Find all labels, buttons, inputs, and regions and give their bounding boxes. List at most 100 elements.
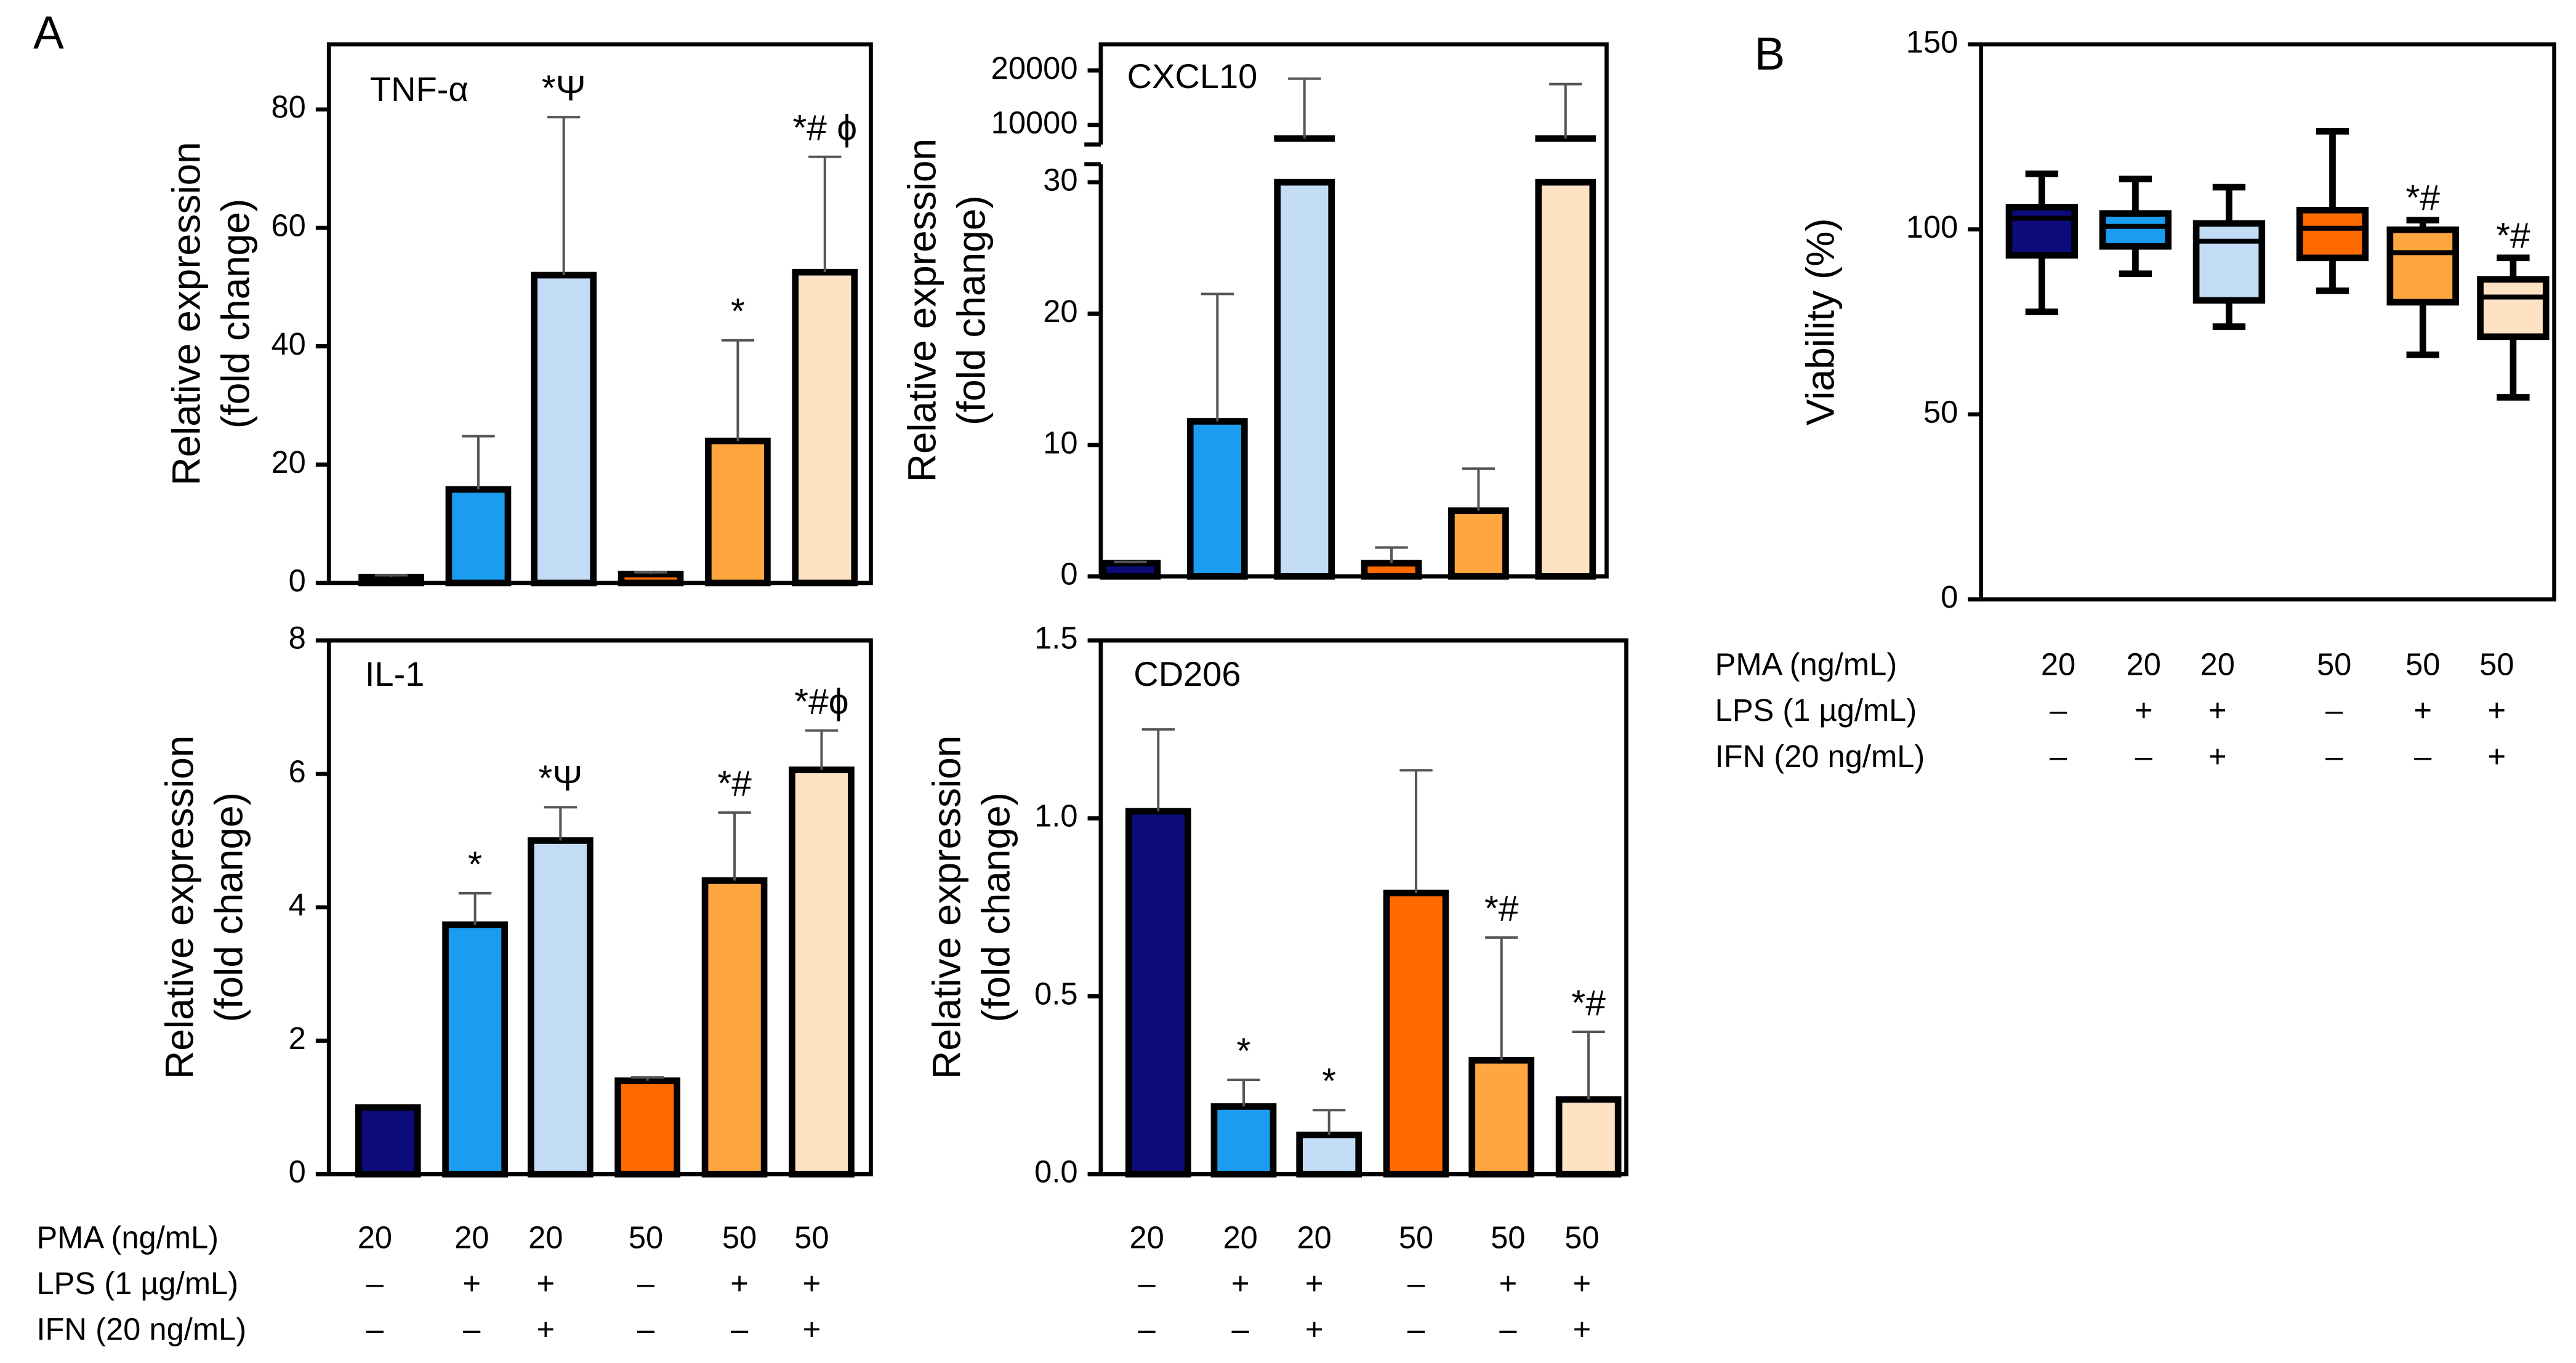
condition-value: 50 — [629, 1220, 663, 1255]
axis-break — [1081, 144, 1105, 164]
annotation: *Ψ — [538, 758, 582, 798]
bar — [1186, 418, 1248, 580]
plot-frame — [1098, 42, 1609, 579]
y-tick-label: 30 — [1043, 162, 1077, 197]
y-tick-label: 10000 — [991, 105, 1078, 140]
condition-value: – — [1499, 1312, 1517, 1347]
box — [2099, 210, 2172, 250]
annotation: * — [1322, 1061, 1336, 1101]
annotation: *# — [1571, 983, 1606, 1023]
y-tick-label: 0.0 — [1034, 1154, 1077, 1189]
condition-value: 50 — [722, 1220, 757, 1255]
bar — [1535, 179, 1596, 580]
annotation: * — [731, 292, 745, 332]
y-axis-label: Relative expression — [164, 142, 208, 486]
condition-value: + — [1305, 1266, 1324, 1301]
box — [2477, 276, 2550, 340]
bar — [1383, 890, 1449, 1178]
condition-value: – — [2050, 693, 2067, 728]
condition-value: 20 — [1223, 1220, 1257, 1255]
condition-value: 20 — [2127, 646, 2161, 682]
y-tick-label: 20 — [1043, 294, 1077, 329]
annotation: *#ϕ — [794, 682, 848, 722]
condition-value: + — [1573, 1312, 1592, 1347]
y-tick-label: 0 — [289, 563, 306, 598]
condition-value: 20 — [1297, 1220, 1331, 1255]
bar — [1448, 507, 1509, 580]
bar — [1468, 1056, 1535, 1178]
y-axis-label: Relative expression — [900, 139, 944, 483]
condition-value: – — [1138, 1266, 1156, 1301]
condition-label: IFN (20 ng/mL) — [36, 1312, 246, 1347]
annotation: *# — [1484, 889, 1519, 929]
condition-value: + — [462, 1266, 481, 1301]
y-tick-label: 8 — [289, 621, 306, 656]
y-tick-label: 0 — [1941, 579, 1958, 614]
condition-value: 20 — [1129, 1220, 1164, 1255]
bar — [1361, 560, 1422, 580]
y-tick-label: 50 — [1923, 394, 1958, 429]
y-tick-label: 0.5 — [1034, 976, 1077, 1011]
plot-frame — [1098, 638, 1628, 1176]
condition-value: 50 — [1491, 1220, 1525, 1255]
y-tick-label: 1.0 — [1034, 798, 1077, 834]
y-tick-label: 40 — [271, 326, 305, 361]
y-tick-label: 80 — [271, 89, 305, 124]
y-tick-label: 150 — [1906, 24, 1958, 59]
bar — [527, 837, 594, 1178]
condition-value: + — [803, 1312, 821, 1347]
y-tick-label: 10 — [1043, 425, 1077, 460]
condition-value: – — [637, 1266, 655, 1301]
y-axis-label: Relative expression — [158, 736, 202, 1080]
y-tick-label: 2 — [289, 1021, 306, 1056]
condition-value: – — [366, 1312, 384, 1347]
panel-label: A — [33, 6, 64, 58]
annotation: *# ϕ — [792, 108, 857, 148]
y-tick-label: 0 — [1060, 557, 1077, 592]
panel-label: B — [1755, 28, 1785, 79]
chart-title: TNF-α — [370, 70, 469, 108]
condition-value: – — [2135, 739, 2153, 774]
bar — [358, 574, 424, 587]
bar — [1210, 1103, 1277, 1178]
condition-value: – — [1407, 1266, 1425, 1301]
condition-value: + — [537, 1312, 555, 1347]
y-tick-label: 100 — [1906, 209, 1958, 244]
annotation: * — [468, 845, 482, 885]
annotation: *Ψ — [542, 68, 586, 108]
condition-value: 50 — [794, 1220, 829, 1255]
condition-value: + — [1499, 1266, 1518, 1301]
condition-value: + — [1573, 1266, 1592, 1301]
condition-value: 50 — [1564, 1220, 1599, 1255]
condition-value: + — [730, 1266, 749, 1301]
bar — [355, 1104, 421, 1178]
condition-value: + — [2208, 693, 2227, 728]
condition-value: 50 — [2317, 646, 2351, 682]
bar — [789, 766, 855, 1178]
bar — [701, 877, 768, 1178]
condition-label: PMA (ng/mL) — [1715, 646, 1898, 682]
y-tick-label: 1.5 — [1034, 621, 1077, 656]
condition-value: – — [2414, 739, 2432, 774]
bar — [1100, 560, 1161, 580]
condition-value: 20 — [358, 1220, 392, 1255]
bar — [792, 268, 858, 587]
y-tick-label: 6 — [289, 754, 306, 789]
condition-value: – — [1232, 1312, 1250, 1347]
condition-value: 50 — [2479, 646, 2514, 682]
bar — [1274, 179, 1335, 580]
y-axis-label: (fold change) — [207, 792, 251, 1023]
condition-value: 50 — [2405, 646, 2440, 682]
chart-title: CXCL10 — [1127, 57, 1258, 95]
bar — [614, 1077, 681, 1178]
condition-value: – — [366, 1266, 384, 1301]
bar — [531, 271, 597, 587]
chart-title: IL-1 — [365, 654, 425, 693]
condition-value: 20 — [528, 1220, 563, 1255]
annotation: * — [1237, 1031, 1251, 1071]
y-axis-label: Relative expression — [924, 736, 968, 1080]
plot-frame — [1979, 42, 2556, 601]
bar — [618, 571, 684, 587]
condition-value: + — [2413, 693, 2432, 728]
bar — [442, 921, 508, 1178]
